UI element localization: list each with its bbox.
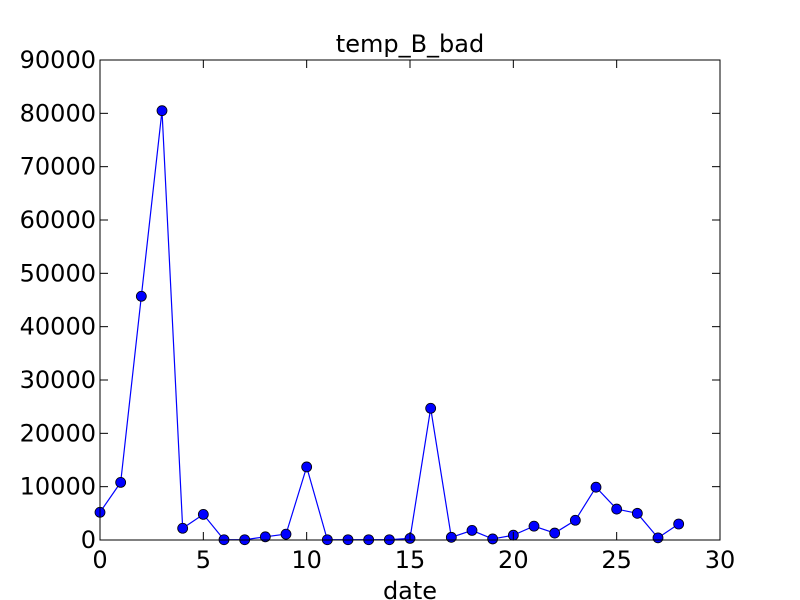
- data-point: [280, 528, 292, 540]
- y-tick-label: 70000: [20, 153, 96, 181]
- y-tick-label: 50000: [20, 259, 96, 287]
- ticks-layer: 0 5 10 15 20 25 30 0 10000 20000 30000 40000 50000 60…: [20, 46, 736, 574]
- x-axis-label: date: [383, 577, 437, 600]
- series-line: [99, 110, 680, 541]
- data-point: [611, 503, 623, 515]
- data-point: [135, 290, 147, 302]
- series-layer: [94, 105, 685, 546]
- data-point: [259, 531, 271, 543]
- data-point: [652, 532, 664, 544]
- x-tick-label: 25: [601, 546, 632, 574]
- x-tick-label: 10: [291, 546, 322, 574]
- data-point: [466, 525, 478, 536]
- data-point: [445, 531, 457, 543]
- x-tick-label: 30: [705, 546, 736, 574]
- y-tick-label: 90000: [20, 46, 96, 74]
- data-point: [528, 520, 540, 532]
- data-point: [549, 527, 561, 539]
- data-point: [569, 514, 581, 526]
- y-tick-label: 10000: [20, 473, 96, 501]
- x-tick-label: 0: [92, 546, 107, 574]
- y-tick-label: 0: [81, 526, 96, 554]
- plot-frame: [99, 59, 721, 541]
- y-tick-label: 60000: [20, 206, 96, 234]
- data-point: [487, 533, 499, 545]
- data-point: [156, 105, 168, 117]
- data-point: [631, 507, 643, 519]
- x-tick-label: 5: [196, 546, 211, 574]
- data-point: [590, 481, 602, 493]
- data-point: [197, 509, 209, 520]
- x-tick-label: 15: [395, 546, 426, 574]
- data-point: [673, 518, 685, 530]
- y-tick-label: 80000: [20, 99, 96, 127]
- y-tick-label: 40000: [20, 313, 96, 341]
- y-tick-label: 30000: [20, 366, 96, 394]
- x-tick-label: 20: [498, 546, 529, 574]
- data-point: [301, 461, 313, 473]
- data-point: [177, 522, 189, 534]
- data-point: [115, 476, 127, 488]
- chart-title: temp_B_bad: [336, 30, 484, 58]
- y-tick-label: 20000: [20, 419, 96, 447]
- data-point: [425, 402, 437, 414]
